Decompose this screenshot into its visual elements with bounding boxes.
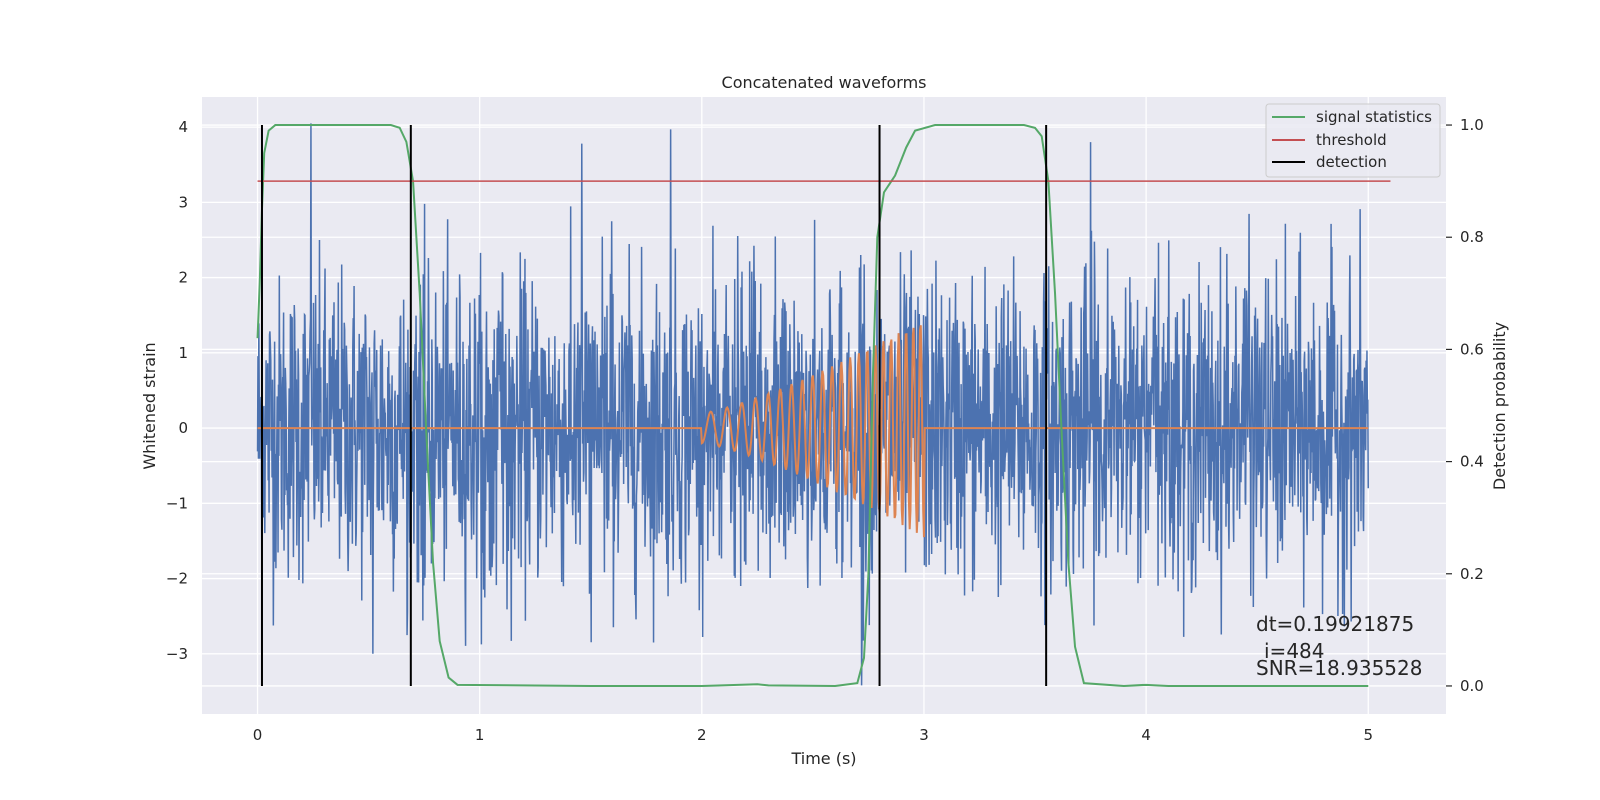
- plot-area: [256, 123, 1391, 687]
- y2-tick-label: 1.0: [1460, 116, 1484, 134]
- y2-tick-label: 0.2: [1460, 565, 1484, 583]
- series-chirp-line: [257, 325, 1369, 538]
- y-tick-label: −2: [166, 570, 188, 588]
- x-tick-label: 5: [1363, 726, 1373, 744]
- x-tick-label: 2: [697, 726, 707, 744]
- annotation-dt: dt=0.19921875: [1256, 612, 1414, 636]
- y-tick-label: 0: [178, 419, 188, 437]
- y-tick-label: 2: [178, 269, 188, 287]
- x-tick-label: 0: [253, 726, 263, 744]
- y2-axis-label: Detection probability: [1490, 322, 1509, 490]
- y-axis-label: Whitened strain: [140, 342, 159, 469]
- series-noise-line: [256, 123, 1369, 686]
- y2-tick-label: 0.4: [1460, 453, 1484, 471]
- y2-tick-label: 0.6: [1460, 340, 1484, 358]
- x-tick-label: 1: [475, 726, 485, 744]
- annotation-i: i=484: [1264, 639, 1325, 663]
- annotation-snr: SNR=18.935528: [1256, 656, 1422, 680]
- legend-label-threshold: threshold: [1316, 131, 1387, 149]
- chart-title: Concatenated waveforms: [722, 73, 927, 92]
- y2-tick-label: 0.0: [1460, 677, 1484, 695]
- legend: signal statistics threshold detection: [1265, 103, 1441, 178]
- series-signal-statistics-line: [256, 124, 1369, 687]
- y-tick-label: 3: [178, 193, 188, 211]
- x-axis-label: Time (s): [790, 749, 856, 768]
- annotations: dt=0.19921875 i=484 SNR=18.935528: [1256, 612, 1422, 680]
- y-tick-label: −1: [166, 494, 188, 512]
- x-tick-label: 4: [1141, 726, 1151, 744]
- x-tick-labels: 0 1 2 3 4 5: [253, 726, 1373, 744]
- y-tick-label: −3: [166, 645, 188, 663]
- y-tick-labels: −3 −2 −1 0 1 2 3 4: [166, 118, 188, 663]
- y-tick-label: 1: [178, 344, 188, 362]
- y2-tick-labels: 0.0 0.2 0.4 0.6 0.8 1.0: [1446, 116, 1484, 695]
- y-tick-label: 4: [178, 118, 188, 136]
- x-tick-label: 3: [919, 726, 929, 744]
- legend-box: [1265, 103, 1441, 178]
- legend-label-detection: detection: [1316, 153, 1387, 171]
- y2-tick-label: 0.8: [1460, 228, 1484, 246]
- legend-label-signal-statistics: signal statistics: [1316, 108, 1432, 126]
